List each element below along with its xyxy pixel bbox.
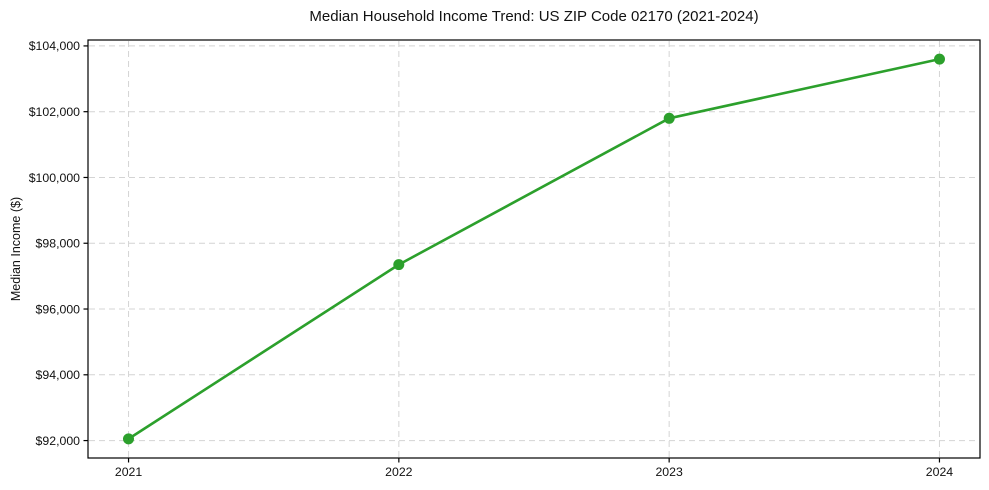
- x-tick-label: 2024: [926, 465, 954, 479]
- x-tick-label: 2021: [115, 465, 143, 479]
- data-point-2022: [393, 259, 405, 271]
- data-point-2021: [123, 433, 134, 445]
- x-tick-label: 2023: [655, 465, 683, 479]
- y-tick-label: $102,000: [29, 105, 80, 119]
- y-tick-label: $98,000: [36, 237, 81, 251]
- y-tick-label: $94,000: [36, 368, 81, 382]
- data-point-2023: [663, 112, 675, 124]
- x-tick-label: 2022: [385, 465, 413, 479]
- series-line: [127, 57, 941, 441]
- y-tick-label: $104,000: [29, 39, 80, 53]
- plot-frame: [87, 39, 981, 459]
- data-point-2024: [934, 53, 945, 65]
- y-tick-label: $92,000: [36, 434, 81, 448]
- y-tick-label: $96,000: [36, 302, 81, 316]
- y-tick-label: $100,000: [29, 171, 80, 185]
- chart-title: Median Household Income Trend: US ZIP Co…: [309, 8, 759, 25]
